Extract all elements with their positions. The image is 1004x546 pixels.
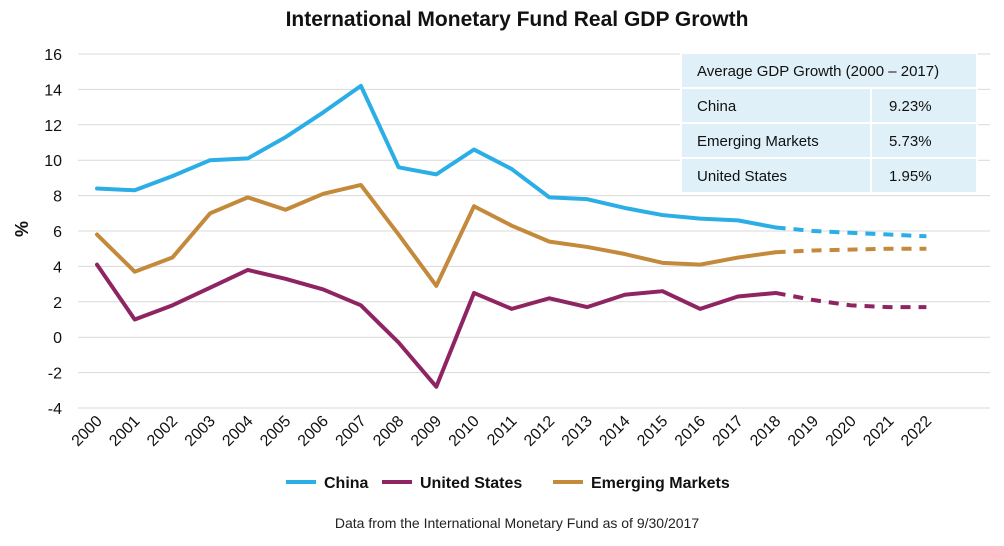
x-tick-label: 2022 xyxy=(898,413,935,450)
legend-label: China xyxy=(324,475,369,492)
x-tick-label: 2013 xyxy=(559,413,596,450)
table-value: 9.23% xyxy=(889,98,932,115)
x-tick-label: 2000 xyxy=(69,413,106,450)
y-tick-label: 12 xyxy=(44,118,62,135)
table-value: 1.95% xyxy=(889,168,932,185)
chart-title: International Monetary Fund Real GDP Gro… xyxy=(286,8,749,31)
x-tick-label: 2006 xyxy=(295,413,332,450)
x-tick-label: 2018 xyxy=(747,413,784,450)
x-tick-label: 2004 xyxy=(219,413,256,450)
table-value: 5.73% xyxy=(889,133,932,150)
y-tick-label: 6 xyxy=(53,224,62,241)
x-tick-label: 2009 xyxy=(408,413,445,450)
legend: China United States Emerging Markets xyxy=(286,475,730,492)
y-tick-label: 8 xyxy=(53,189,62,206)
x-tick-label: 2005 xyxy=(257,413,294,450)
x-tick-label: 2008 xyxy=(370,413,407,450)
series-line-projection xyxy=(775,290,927,310)
x-tick-label: 2001 xyxy=(106,413,143,450)
x-tick-label: 2016 xyxy=(672,413,709,450)
table-row xyxy=(680,87,978,124)
x-tick-label: 2019 xyxy=(785,413,822,450)
y-tick-label: 0 xyxy=(53,330,62,347)
x-tick-label: 2003 xyxy=(182,413,219,450)
series-line-projection xyxy=(775,246,927,255)
y-axis-label: % xyxy=(12,221,32,237)
x-tick-label: 2017 xyxy=(710,413,747,450)
table-header-cell xyxy=(680,52,978,89)
x-axis-ticks: 2000 2001 2002 2003 2004 2005 2006 2007 2008 2009… xyxy=(69,413,936,450)
x-tick-label: 2015 xyxy=(634,413,671,450)
y-tick-label: 2 xyxy=(53,295,62,312)
legend-label: United States xyxy=(420,475,522,492)
y-tick-label: 10 xyxy=(44,153,62,170)
x-tick-label: 2010 xyxy=(446,413,483,450)
y-tick-label: 14 xyxy=(44,82,62,99)
table-header: Average GDP Growth (2000 – 2017) xyxy=(697,63,939,80)
y-tick-label: 4 xyxy=(53,259,62,276)
x-tick-label: 2007 xyxy=(333,413,370,450)
y-axis-ticks: -4 -2 0 2 4 6 8 10 12 14 16 xyxy=(44,47,62,418)
x-tick-label: 2012 xyxy=(521,413,558,450)
y-tick-label: -2 xyxy=(48,366,62,383)
x-tick-label: 2020 xyxy=(823,413,860,450)
table-label: China xyxy=(697,98,737,115)
y-tick-label: -4 xyxy=(48,401,62,418)
table-row xyxy=(680,157,978,194)
series-line xyxy=(95,182,778,288)
y-tick-label: 16 xyxy=(44,47,62,64)
series-line-projection xyxy=(775,225,927,239)
series-lines xyxy=(95,83,927,389)
table-label: United States xyxy=(697,168,787,185)
average-growth-table: Average GDP Growth (2000 – 2017) China 9.2… xyxy=(680,52,978,194)
x-tick-label: 2002 xyxy=(144,413,181,450)
series-line xyxy=(95,262,778,389)
x-tick-label: 2014 xyxy=(596,413,633,450)
source-note: Data from the International Monetary Fun… xyxy=(335,515,699,531)
table-label: Emerging Markets xyxy=(697,133,819,150)
x-tick-label: 2021 xyxy=(860,413,897,450)
series-line xyxy=(95,83,778,230)
legend-label: Emerging Markets xyxy=(591,475,730,492)
x-tick-label: 2011 xyxy=(484,413,520,449)
